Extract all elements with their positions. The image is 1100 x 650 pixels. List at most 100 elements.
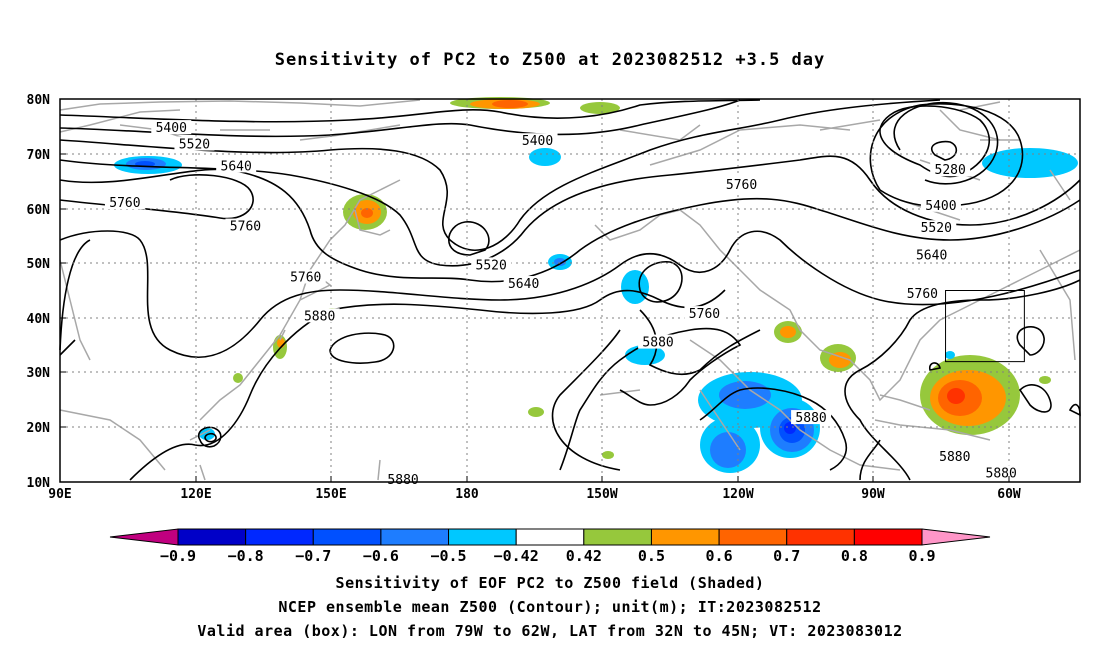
contour-label: 5760 bbox=[109, 196, 140, 211]
sensitivity-patch bbox=[602, 451, 614, 459]
contour-label-bg bbox=[902, 285, 943, 300]
sensitivity-patch bbox=[829, 352, 851, 368]
sensitivity-patch bbox=[492, 100, 528, 108]
contour-label: 5280 bbox=[935, 163, 966, 178]
sensitivity-patch bbox=[780, 326, 796, 338]
contour-label: 5760 bbox=[230, 220, 261, 235]
contour-label: 5520 bbox=[476, 258, 507, 273]
colorbar-tick-label: −0.9 bbox=[160, 547, 196, 565]
sensitivity-patch bbox=[945, 351, 955, 359]
contour-label: 5760 bbox=[907, 287, 938, 302]
colorbar-tick-label: −0.42 bbox=[494, 547, 539, 565]
colorbar-swatch bbox=[650, 528, 720, 546]
lat-label: 50N bbox=[27, 257, 51, 272]
map-title: Sensitivity of PC2 to Z500 at 2023082512… bbox=[274, 50, 826, 70]
contour-label: 5400 bbox=[925, 199, 956, 214]
contour-label: 5760 bbox=[290, 270, 321, 285]
sensitivity-patch bbox=[947, 388, 965, 404]
colorbar-swatch bbox=[177, 528, 247, 546]
contour-label: 5400 bbox=[522, 134, 553, 149]
sensitivity-patch bbox=[554, 258, 566, 266]
contour-label: 5760 bbox=[726, 178, 757, 193]
colorbar: −0.9 −0.8 −0.7 −0.6 −0.5 −0.42 0.42 0.5 0.6 0.7 0.… bbox=[109, 528, 991, 565]
colorbar-swatch bbox=[786, 528, 855, 546]
caption-line-2: NCEP ensemble mean Z500 (Contour); unit(… bbox=[278, 598, 822, 616]
lon-label: 90E bbox=[48, 487, 71, 502]
contour-label: 5520 bbox=[921, 221, 952, 236]
sensitivity-patch bbox=[361, 208, 373, 218]
longitude-labels: 90E 120E 150E 180 150W 120W 90W 60W bbox=[48, 487, 1021, 502]
contour-label-bg bbox=[638, 334, 679, 349]
sensitivity-patch bbox=[528, 407, 544, 417]
lat-label: 70N bbox=[27, 148, 51, 163]
contour-label-bg bbox=[934, 448, 975, 463]
shaded-sensitivity-layer bbox=[114, 97, 1078, 473]
contour-label-bg bbox=[684, 306, 725, 321]
tick-marks bbox=[59, 98, 1010, 483]
contour-label-bg bbox=[916, 220, 957, 235]
lon-label: 180 bbox=[455, 487, 479, 502]
contour-label-bg bbox=[225, 218, 266, 233]
contour-label-bg bbox=[285, 269, 326, 284]
lat-label: 10N bbox=[27, 476, 51, 491]
lat-label: 60N bbox=[27, 203, 51, 218]
sensitivity-patch bbox=[784, 422, 796, 434]
contour-label: 5520 bbox=[179, 138, 210, 153]
valid-area-box bbox=[945, 290, 1025, 363]
sensitivity-patch bbox=[621, 270, 649, 304]
lon-label: 60W bbox=[997, 487, 1021, 502]
colorbar-swatch bbox=[245, 528, 314, 546]
colorbar-tick-label: 0.42 bbox=[566, 547, 602, 565]
contour-label: 5880 bbox=[642, 336, 673, 351]
lon-label: 120E bbox=[180, 487, 211, 502]
contour-label: 5400 bbox=[156, 121, 187, 136]
colorbar-swatch bbox=[853, 528, 923, 546]
contour-label: 5880 bbox=[986, 466, 1017, 481]
colorbar-tick-label: −0.5 bbox=[430, 547, 466, 565]
colorbar-swatch bbox=[718, 528, 788, 546]
contour-label: 5640 bbox=[221, 159, 252, 174]
lat-label: 30N bbox=[27, 366, 51, 381]
graticule bbox=[60, 99, 1080, 482]
contour-label: 5640 bbox=[508, 277, 539, 292]
colorbar-tick-label: −0.8 bbox=[228, 547, 264, 565]
caption-line-1: Sensitivity of EOF PC2 to Z500 field (Sh… bbox=[335, 574, 765, 592]
colorbar-swatch bbox=[515, 528, 585, 546]
lon-label: 150E bbox=[315, 487, 346, 502]
contour-label-bg bbox=[981, 465, 1022, 480]
colorbar-tick-label: 0.5 bbox=[638, 547, 665, 565]
map-frame bbox=[59, 98, 1081, 483]
contour-label: 5880 bbox=[387, 473, 418, 488]
sensitivity-patch bbox=[580, 102, 620, 114]
colorbar-tick-label: 0.8 bbox=[841, 547, 868, 565]
contour-label-bg bbox=[920, 197, 961, 212]
colorbar-swatch bbox=[312, 528, 382, 546]
caption-line-3: Valid area (box): LON from 79W to 62W, L… bbox=[197, 622, 903, 640]
lat-label: 40N bbox=[27, 312, 51, 327]
contour-label: 5760 bbox=[689, 307, 720, 322]
contour-label-bg bbox=[517, 133, 558, 148]
contour-label-bg bbox=[503, 276, 544, 291]
contour-label-bg bbox=[104, 195, 145, 210]
lat-label: 80N bbox=[27, 93, 51, 108]
colorbar-swatch bbox=[583, 528, 652, 546]
contour-label: 5640 bbox=[916, 249, 947, 264]
contour-label-bg bbox=[299, 308, 340, 323]
colorbar-tick-label: −0.7 bbox=[295, 547, 331, 565]
latitude-labels: 80N 70N 60N 50N 40N 30N 20N 10N bbox=[27, 93, 51, 491]
contour-label: 5880 bbox=[795, 411, 826, 426]
sensitivity-patch bbox=[529, 148, 561, 166]
lat-label: 20N bbox=[27, 421, 51, 436]
lon-label: 120W bbox=[722, 487, 753, 502]
sensitivity-patch bbox=[1039, 376, 1051, 384]
sensitivity-patch bbox=[233, 373, 243, 383]
colorbar-tick-label: 0.6 bbox=[706, 547, 733, 565]
contour-label-bg bbox=[216, 158, 257, 173]
colorbar-tick-label: 0.7 bbox=[773, 547, 800, 565]
lon-label: 150W bbox=[586, 487, 617, 502]
contour-label-bg bbox=[791, 410, 832, 425]
colorbar-arrow-low bbox=[109, 528, 179, 546]
colorbar-tick-label: −0.6 bbox=[363, 547, 399, 565]
contour-label-bg bbox=[151, 120, 192, 135]
